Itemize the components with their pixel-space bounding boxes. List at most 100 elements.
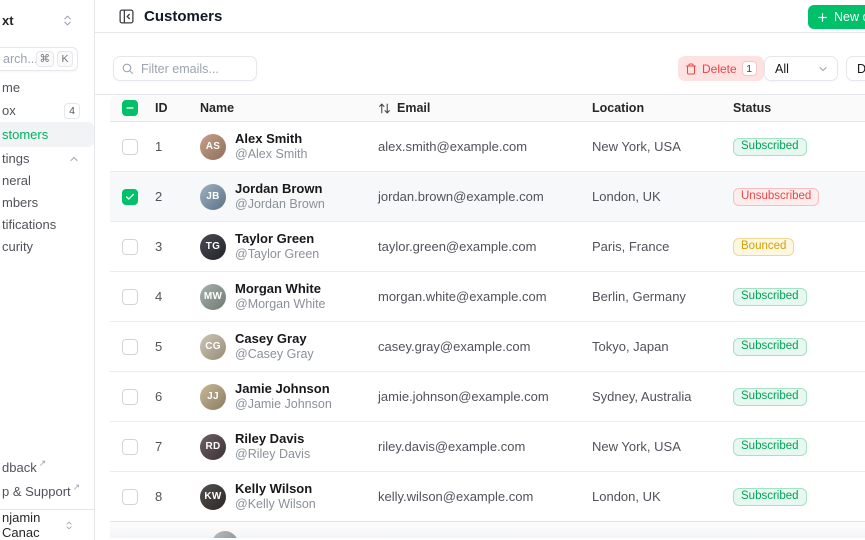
avatar: AS	[200, 133, 226, 160]
table-row[interactable]: 7 RD Riley Davis @Riley Davis riley.davi…	[110, 422, 865, 472]
sidebar-item-label: curity	[2, 238, 34, 254]
status-badge: Unsubscribed	[733, 187, 820, 206]
user-menu[interactable]: njamin Canac	[0, 509, 94, 540]
row-checkbox[interactable]	[122, 338, 138, 355]
customer-name-stack: Taylor Green @Taylor Green	[235, 231, 319, 262]
new-customer-button[interactable]: New customer	[808, 5, 865, 29]
table-row[interactable]: 2 JB Jordan Brown @Jordan Brown jordan.b…	[110, 172, 865, 222]
check-icon	[126, 193, 134, 200]
sidebar-item-general[interactable]: neral	[0, 169, 94, 191]
display-button[interactable]: Display	[846, 56, 865, 81]
kbd-meta: ⌘	[35, 51, 54, 67]
sidebar-item-help-support[interactable]: p & Support ↗	[0, 479, 94, 503]
customer-name: Kelly Wilson	[235, 481, 313, 496]
status-badge: Subscribed	[733, 287, 807, 306]
row-id: 3	[155, 239, 163, 254]
customer-location: Tokyo, Japan	[592, 339, 669, 354]
settings-subnav: neral mbers tifications curity	[0, 169, 94, 257]
chevron-down-icon	[819, 66, 827, 71]
sidebar-item-members[interactable]: mbers	[0, 191, 94, 213]
column-header-email[interactable]: Email	[366, 101, 580, 115]
search-icon	[122, 63, 133, 74]
delete-button[interactable]: Delete 1	[678, 56, 764, 81]
search-shortcut: ⌘ K	[35, 51, 73, 67]
sidebar-item-home[interactable]: me	[0, 76, 94, 99]
customer-location: New York, USA	[592, 139, 681, 154]
sidebar-item-label: p & Support	[2, 484, 71, 499]
customers-table: ID Name Email Location Status 1 AS Alex …	[110, 95, 865, 538]
row-checkbox[interactable]	[122, 438, 138, 455]
sidebar-item-feedback[interactable]: dback ↗	[0, 455, 94, 479]
inbox-count-badge: 4	[64, 102, 80, 119]
table-row[interactable]: 3 TG Taylor Green @Taylor Green taylor.g…	[110, 222, 865, 272]
row-checkbox[interactable]	[122, 488, 138, 505]
avatar: JB	[200, 183, 226, 210]
row-id: 5	[155, 339, 163, 354]
external-link-icon: ↗	[38, 458, 47, 468]
filter-emails-input[interactable]	[113, 56, 257, 81]
table-row[interactable]: 1 AS Alex Smith @Alex Smith alex.smith@e…	[110, 122, 865, 172]
customer-email: kelly.wilson@example.com	[378, 489, 534, 504]
customer-handle: @Taylor Green	[235, 247, 320, 261]
avatar: KW	[200, 483, 226, 510]
column-header-email-label: Email	[397, 101, 431, 115]
sidebar-item-label: dback	[2, 460, 37, 475]
customer-name-stack: Alex Smith @Alex Smith	[235, 131, 307, 162]
team-selector[interactable]: xt	[0, 8, 94, 32]
avatar: MW	[200, 283, 226, 310]
row-id: 1	[155, 139, 163, 154]
customer-email: morgan.white@example.com	[378, 289, 547, 304]
search-placeholder: arch...	[3, 52, 38, 66]
customer-handle: @Casey Gray	[235, 347, 314, 361]
status-badge: Subscribed	[733, 137, 807, 156]
customer-name-stack: Riley Davis @Riley Davis	[235, 431, 310, 462]
customer-location: London, UK	[592, 189, 661, 204]
sidebar-item-label: stomers	[2, 127, 49, 142]
search-input[interactable]: arch... ⌘ K	[0, 47, 78, 71]
customer-location: London, UK	[592, 489, 661, 504]
row-id: 7	[155, 439, 163, 454]
table-row[interactable]: 5 CG Casey Gray @Casey Gray casey.gray@e…	[110, 322, 865, 372]
table-row-partial	[110, 522, 865, 538]
status-badge: Subscribed	[733, 337, 807, 356]
status-badge: Subscribed	[733, 437, 807, 456]
sidebar-item-label: neral	[2, 172, 31, 188]
external-link-icon: ↗	[72, 482, 81, 492]
table-header-row: ID Name Email Location Status	[110, 95, 865, 122]
sidebar-item-label: mbers	[2, 194, 39, 210]
sidebar-item-security[interactable]: curity	[0, 235, 94, 257]
row-checkbox[interactable]	[122, 388, 138, 405]
customer-name-stack: Casey Gray @Casey Gray	[235, 331, 314, 362]
sidebar-item-label: tifications	[2, 216, 57, 232]
page-header: Customers New customer	[95, 0, 865, 33]
avatar	[212, 531, 238, 538]
customer-handle: @Jamie Johnson	[235, 397, 332, 411]
row-checkbox[interactable]	[122, 188, 138, 205]
avatar: RD	[200, 433, 226, 460]
kbd-k: K	[57, 51, 73, 67]
customer-handle: @Morgan White	[235, 297, 326, 311]
sidebar-item-inbox[interactable]: ox 4	[0, 99, 94, 122]
display-label: Display	[857, 61, 865, 76]
toolbar: Delete 1 All Display	[95, 33, 865, 95]
panel-left-close-icon[interactable]	[118, 8, 135, 25]
row-checkbox[interactable]	[122, 238, 138, 255]
customer-location: Berlin, Germany	[592, 289, 686, 304]
customer-email: alex.smith@example.com	[378, 139, 528, 154]
status-filter-select[interactable]: All	[764, 56, 838, 81]
sidebar-item-settings[interactable]: tings	[0, 147, 94, 170]
column-header-id: ID	[155, 101, 168, 115]
row-checkbox[interactable]	[122, 288, 138, 305]
column-header-name: Name	[200, 101, 235, 115]
row-checkbox[interactable]	[122, 138, 138, 155]
select-all-checkbox[interactable]	[122, 100, 138, 116]
sidebar-item-customers[interactable]: stomers	[0, 122, 94, 147]
table-row[interactable]: 6 JJ Jamie Johnson @Jamie Johnson jamie.…	[110, 372, 865, 422]
table-row[interactable]: 8 KW Kelly Wilson @Kelly Wilson kelly.wi…	[110, 472, 865, 522]
status-badge: Subscribed	[733, 387, 807, 406]
customer-email: taylor.green@example.com	[378, 239, 537, 254]
delete-label: Delete	[702, 61, 737, 76]
table-row[interactable]: 4 MW Morgan White @Morgan White morgan.w…	[110, 272, 865, 322]
sidebar-item-notifications[interactable]: tifications	[0, 213, 94, 235]
chevron-up-icon	[70, 156, 78, 161]
